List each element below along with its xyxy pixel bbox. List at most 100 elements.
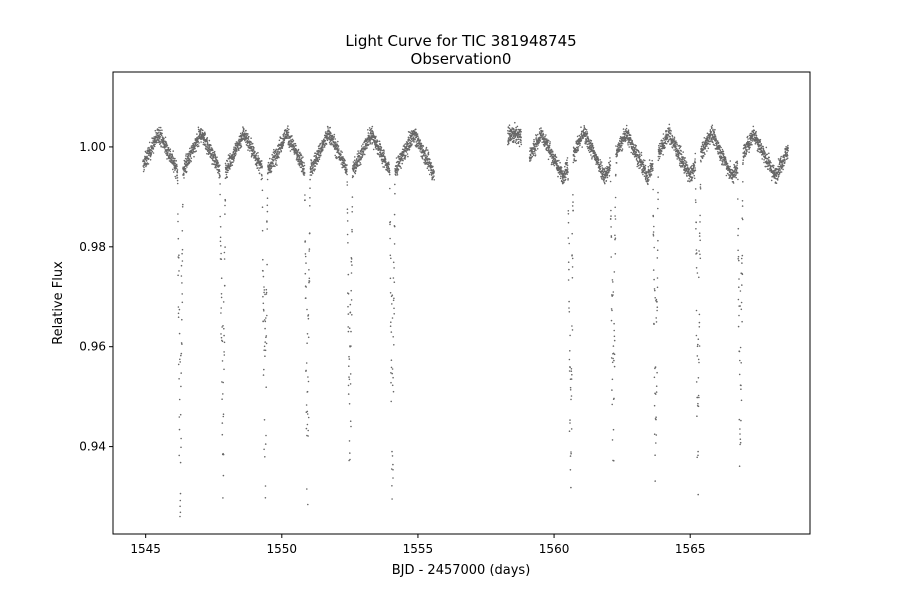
data-point xyxy=(332,138,335,141)
data-point xyxy=(660,152,662,154)
data-point xyxy=(262,320,265,323)
data-point xyxy=(160,146,162,148)
data-point xyxy=(734,165,736,167)
data-point xyxy=(308,269,310,271)
data-point xyxy=(206,140,208,143)
data-point xyxy=(360,157,363,160)
data-point xyxy=(220,252,222,255)
data-point xyxy=(695,221,697,224)
data-point xyxy=(568,311,571,313)
data-point xyxy=(206,152,208,155)
data-point xyxy=(422,145,425,147)
data-point xyxy=(195,150,197,152)
data-point xyxy=(208,146,211,148)
data-point xyxy=(401,157,403,160)
data-point xyxy=(635,157,638,160)
data-point xyxy=(178,270,180,272)
data-point xyxy=(372,130,374,133)
data-point xyxy=(309,205,311,207)
data-point xyxy=(302,161,304,164)
data-point xyxy=(166,158,168,160)
data-point xyxy=(209,156,212,159)
data-point xyxy=(172,171,175,173)
data-point xyxy=(720,146,722,149)
data-point xyxy=(432,165,434,168)
data-point xyxy=(428,169,430,171)
data-point xyxy=(184,162,186,165)
data-point xyxy=(305,362,308,364)
data-point xyxy=(197,145,200,147)
data-point xyxy=(274,165,276,168)
data-point xyxy=(558,159,560,162)
data-point xyxy=(695,309,698,312)
data-point xyxy=(666,136,669,138)
data-point xyxy=(308,232,311,234)
data-point xyxy=(519,133,522,135)
data-point xyxy=(536,148,539,150)
data-point xyxy=(657,239,659,242)
data-point xyxy=(159,136,162,138)
data-point xyxy=(178,428,181,431)
data-point xyxy=(419,150,421,152)
data-point xyxy=(213,154,215,157)
data-point xyxy=(535,134,538,137)
data-point xyxy=(627,144,629,146)
data-point xyxy=(145,158,147,160)
data-point xyxy=(655,391,658,393)
data-point xyxy=(388,169,391,172)
data-point xyxy=(183,173,185,175)
data-point xyxy=(233,160,235,162)
data-point xyxy=(276,152,278,154)
data-point xyxy=(351,206,354,208)
data-point xyxy=(178,254,180,256)
data-point xyxy=(568,358,571,361)
data-point xyxy=(637,164,640,167)
data-point xyxy=(717,141,720,144)
data-point xyxy=(674,144,677,146)
data-point xyxy=(225,164,227,166)
data-point xyxy=(304,255,307,258)
data-point xyxy=(391,294,394,297)
data-point xyxy=(177,274,179,277)
data-point xyxy=(142,170,145,173)
data-point xyxy=(199,129,202,132)
data-point xyxy=(261,165,264,167)
data-point xyxy=(287,125,289,127)
data-point xyxy=(648,179,650,181)
data-point xyxy=(287,131,290,134)
data-point xyxy=(654,297,656,299)
data-point xyxy=(196,143,199,146)
data-point xyxy=(538,141,540,144)
data-point xyxy=(388,163,390,166)
data-point xyxy=(719,149,722,152)
data-point xyxy=(415,132,418,134)
data-point xyxy=(656,371,658,374)
data-point xyxy=(336,157,338,160)
data-point xyxy=(537,133,539,136)
data-point xyxy=(597,158,600,160)
data-point xyxy=(652,235,655,237)
data-point xyxy=(160,131,162,134)
data-point xyxy=(741,284,743,286)
data-point xyxy=(308,248,311,250)
data-point xyxy=(146,157,149,159)
data-point xyxy=(392,299,395,302)
data-point xyxy=(317,151,320,154)
data-point xyxy=(151,142,154,144)
data-point xyxy=(308,280,311,282)
data-point xyxy=(348,355,350,358)
data-point xyxy=(566,166,568,169)
data-point xyxy=(613,397,615,400)
data-point xyxy=(622,128,625,130)
data-point xyxy=(545,134,547,136)
data-point xyxy=(263,345,266,348)
data-point xyxy=(306,410,309,413)
data-point xyxy=(189,153,192,156)
data-point xyxy=(624,132,626,135)
data-point xyxy=(282,144,285,146)
data-point xyxy=(307,380,310,383)
data-point xyxy=(304,194,306,196)
data-point xyxy=(234,149,236,151)
data-point xyxy=(346,212,349,214)
data-point xyxy=(610,226,612,228)
